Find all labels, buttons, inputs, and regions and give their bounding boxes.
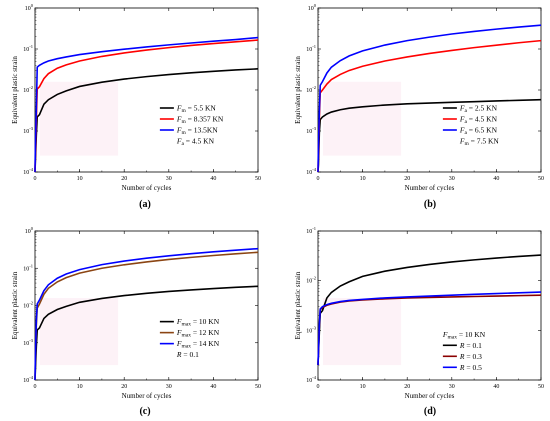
- legend-entry-3: Fmax = 14 KN: [176, 339, 220, 350]
- legend-entry-2: Fa = 4.5 KN: [459, 115, 498, 126]
- x-tick-label: 0: [34, 176, 37, 182]
- legend-entry-2: Fm = 8.357 KN: [176, 115, 224, 126]
- y-tick-label: 10-1: [306, 226, 316, 235]
- chart-panel-b: 0 10 20 30 40 50 10-4 10-3 10-2 10-1 100 Number of …: [294, 3, 544, 210]
- y-tick-label: 10-1: [23, 263, 33, 272]
- plot-haze: [323, 81, 402, 156]
- legend-header: Fmax = 10 KN: [442, 330, 486, 341]
- x-tick-label: 10: [360, 384, 366, 390]
- series-line-1: [317, 254, 542, 366]
- x-tick-label: 40: [493, 384, 499, 390]
- y-tick-label: 100: [25, 226, 34, 235]
- legend-entry-3: Fa = 6.5 KN: [459, 126, 498, 137]
- legend-entry-2: Fmax = 12 KN: [176, 328, 220, 339]
- chart-panel-c: 0 10 20 30 40 50 10-4 10-3 10-2 10-1 100 Number of …: [11, 226, 261, 417]
- x-tick-label: 0: [34, 384, 37, 390]
- y-tick-label: 100: [25, 3, 34, 12]
- y-tick-label: 10-1: [306, 44, 316, 53]
- x-tick-label: 50: [538, 176, 544, 182]
- legend-entry-3: R = 0.5: [459, 363, 482, 372]
- legend-note: Fm = 7.5 KN: [459, 137, 500, 148]
- y-tick-label: 10-3: [306, 126, 316, 135]
- series-line-1: [34, 285, 259, 381]
- panel-label: (a): [139, 199, 151, 210]
- plot-haze: [40, 81, 119, 156]
- x-tick-label: 20: [121, 384, 127, 390]
- x-tick-label: 50: [255, 176, 261, 182]
- plot-haze: [323, 298, 402, 366]
- y-tick-label: 10-2: [23, 301, 33, 310]
- x-axis-label: Number of cycles: [122, 392, 172, 400]
- y-tick-label: 10-3: [23, 338, 33, 347]
- x-tick-label: 30: [166, 176, 172, 182]
- x-tick-label: 0: [317, 384, 320, 390]
- panel-label: (b): [424, 199, 436, 210]
- y-tick-label: 10-4: [306, 375, 316, 384]
- y-tick-label: 10-2: [23, 85, 33, 94]
- x-tick-label: 40: [210, 176, 216, 182]
- series-line-3: [34, 247, 259, 381]
- y-axis-label: Equivalent plastic strain: [11, 271, 19, 339]
- chart-panel-a: 0 10 20 30 40 50 10-4 10-3 10-2 10-1 100 Number of …: [11, 3, 261, 210]
- legend-entry-2: R = 0.3: [459, 352, 482, 361]
- y-tick-label: 10-2: [306, 85, 316, 94]
- y-axis-label: Equivalent plastic strain: [294, 56, 302, 124]
- series-line-1: [317, 98, 542, 173]
- x-tick-label: 10: [77, 384, 83, 390]
- series-line-3: [317, 291, 542, 366]
- series-line-3: [34, 36, 259, 173]
- x-tick-label: 10: [77, 176, 83, 182]
- x-tick-label: 20: [121, 176, 127, 182]
- y-tick-label: 10-3: [306, 325, 316, 334]
- y-tick-label: 10-1: [23, 44, 33, 53]
- x-tick-label: 30: [449, 176, 455, 182]
- x-axis-label: Number of cycles: [405, 392, 455, 400]
- y-tick-label: 10-3: [23, 126, 33, 135]
- y-tick-label: 10-4: [23, 375, 33, 384]
- x-tick-label: 40: [210, 384, 216, 390]
- x-axis-label: Number of cycles: [405, 184, 455, 192]
- y-tick-label: 10-4: [23, 167, 33, 176]
- x-tick-label: 20: [404, 176, 410, 182]
- x-tick-label: 50: [255, 384, 261, 390]
- x-axis-label: Number of cycles: [122, 184, 172, 192]
- x-tick-label: 20: [404, 384, 410, 390]
- legend-entry-1: Fm = 5.5 KN: [176, 104, 217, 115]
- plot-haze: [40, 298, 119, 366]
- legend-note: R = 0.1: [176, 350, 199, 359]
- y-tick-label: 10-4: [306, 167, 316, 176]
- panel-label: (d): [424, 406, 436, 417]
- y-axis-label: Equivalent plastic strain: [294, 271, 302, 339]
- chart-panel-d: 0 10 20 30 40 50 10-4 10-3 10-2 10-1 Number of cyc…: [294, 226, 544, 417]
- x-tick-label: 30: [166, 384, 172, 390]
- legend-entry-1: R = 0.1: [459, 341, 482, 350]
- x-tick-label: 0: [317, 176, 320, 182]
- y-axis-label: Equivalent plastic strain: [11, 56, 19, 124]
- x-tick-label: 50: [538, 384, 544, 390]
- legend-entry-3: Fm = 13.5KN: [176, 126, 218, 137]
- y-tick-label: 100: [308, 3, 317, 12]
- x-tick-label: 40: [493, 176, 499, 182]
- x-tick-label: 10: [360, 176, 366, 182]
- legend-entry-1: Fmax = 10 KN: [176, 317, 220, 328]
- panel-label: (c): [139, 406, 150, 417]
- legend-note: Fa = 4.5 KN: [176, 137, 215, 148]
- y-tick-label: 10-2: [306, 276, 316, 285]
- legend-entry-1: Fa = 2.5 KN: [459, 104, 498, 115]
- series-line-3: [317, 24, 542, 173]
- x-tick-label: 30: [449, 384, 455, 390]
